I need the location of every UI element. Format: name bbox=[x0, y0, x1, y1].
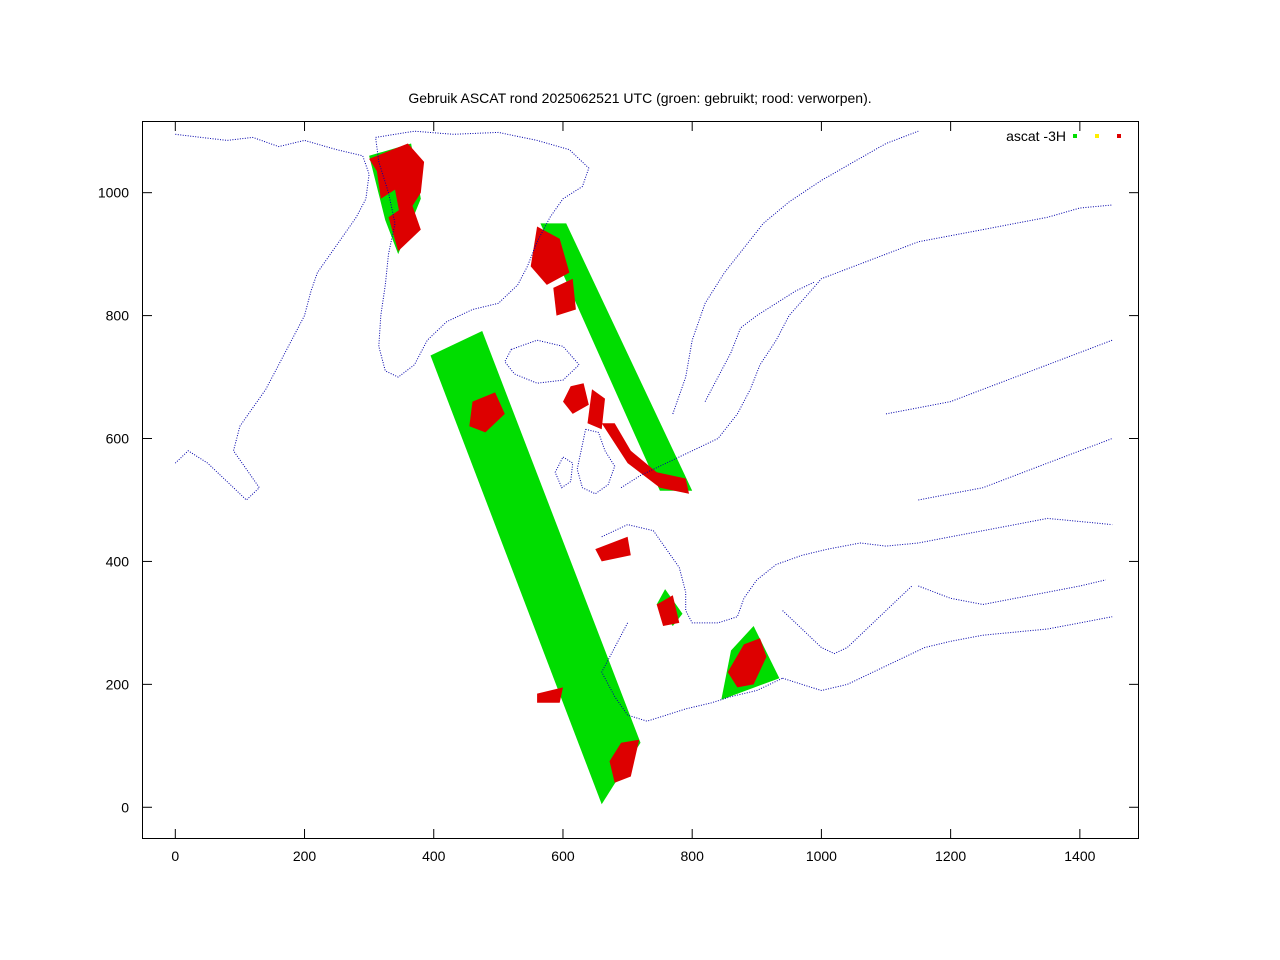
rejected-biscay-coast bbox=[656, 595, 680, 626]
y-tick-label: 600 bbox=[106, 431, 130, 447]
coastline-11 bbox=[782, 585, 913, 655]
y-tick-label: 200 bbox=[106, 676, 130, 692]
coastline-10 bbox=[782, 616, 1113, 692]
rejected-greenland-south bbox=[388, 201, 421, 252]
swath-west-swath bbox=[430, 331, 641, 805]
rejected-shetland bbox=[587, 389, 605, 430]
coastline-3 bbox=[576, 428, 616, 495]
x-tick-label: 1400 bbox=[1064, 848, 1095, 864]
plot-area bbox=[174, 130, 1113, 805]
coastline-4 bbox=[554, 456, 574, 489]
swath-central-swath bbox=[540, 223, 693, 491]
rejected-channel bbox=[595, 536, 631, 562]
legend-marker-2 bbox=[1117, 134, 1121, 138]
chart-title: Gebruik ASCAT rond 2025062521 UTC (groen… bbox=[408, 90, 871, 106]
legend: ascat -3H bbox=[1006, 128, 1121, 144]
legend-marker-1 bbox=[1095, 134, 1099, 138]
rejected-rockall-patch bbox=[469, 392, 505, 433]
y-tick-label: 800 bbox=[106, 308, 130, 324]
x-tick-label: 1200 bbox=[935, 848, 966, 864]
x-tick-label: 600 bbox=[551, 848, 575, 864]
rejected-portugal-coast bbox=[609, 739, 640, 783]
y-tick-label: 1000 bbox=[98, 185, 129, 201]
coastline-7 bbox=[704, 281, 816, 402]
coastline-1 bbox=[375, 130, 590, 378]
y-tick-label: 0 bbox=[121, 799, 129, 815]
rejected-iceland-east bbox=[553, 278, 576, 316]
coastline-2 bbox=[504, 339, 580, 384]
x-tick-label: 0 bbox=[171, 848, 179, 864]
legend-label: ascat -3H bbox=[1006, 128, 1066, 144]
x-tick-label: 400 bbox=[422, 848, 446, 864]
rejected-mediterranean-ring bbox=[727, 638, 767, 688]
legend-marker-0 bbox=[1073, 134, 1077, 138]
x-tick-label: 200 bbox=[293, 848, 317, 864]
coastline-12 bbox=[918, 579, 1106, 606]
y-tick-label: 400 bbox=[106, 553, 130, 569]
x-tick-label: 1000 bbox=[806, 848, 837, 864]
coastline-14 bbox=[918, 438, 1113, 501]
rejected-faroe bbox=[563, 383, 589, 414]
rejected-atlantic-patch bbox=[537, 687, 563, 703]
rejected-uk-east-coast bbox=[601, 423, 689, 494]
axes: 0 200 400 600 800 1000 1200 1400 0 200 400 600 800 10… bbox=[98, 122, 1138, 864]
coastline-9 bbox=[601, 622, 783, 722]
x-tick-label: 800 bbox=[681, 848, 705, 864]
coastline-0 bbox=[174, 133, 370, 501]
coastline-5 bbox=[620, 204, 1113, 489]
plot-frame bbox=[142, 121, 1139, 839]
coastline-13 bbox=[885, 339, 1113, 415]
coastline-6 bbox=[672, 130, 919, 415]
coastline-8 bbox=[601, 517, 1113, 624]
rejected-iceland-north bbox=[530, 226, 570, 285]
